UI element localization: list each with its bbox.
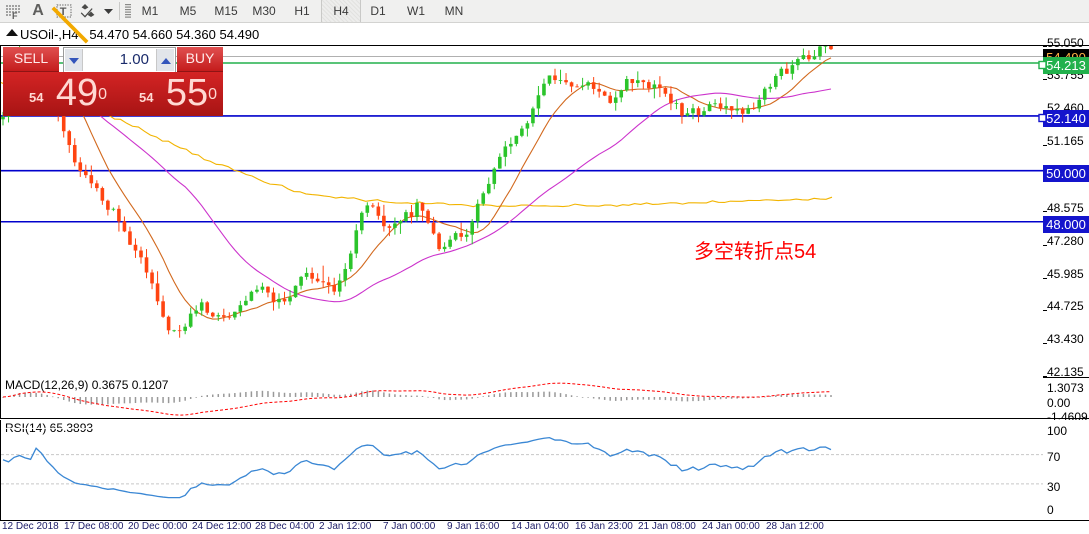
svg-text:多空转折点54: 多空转折点54 (694, 240, 816, 263)
svg-text:F: F (12, 11, 18, 19)
